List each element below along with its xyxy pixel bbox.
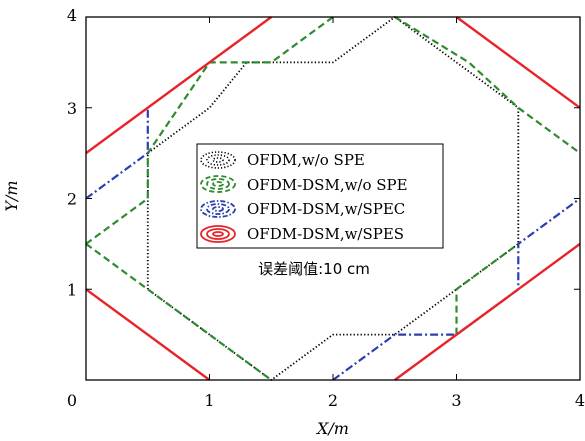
legend-swatch-ofdm-dsm-w-spes: [200, 225, 236, 243]
legend-swatch-ofdm-wo-spe: [200, 151, 236, 169]
threshold-annotation: 误差阈值:10 cm: [258, 260, 370, 278]
legend-label-ofdm-dsm-wo-spe: OFDM-DSM,w/o SPE: [247, 176, 408, 194]
legend-swatch-ofdm-dsm-w-spec: [200, 200, 236, 218]
y-axis-title: Y/m: [2, 180, 21, 211]
series-1-segment-1: [85, 16, 334, 245]
series-3-segment-2: [455, 16, 581, 109]
x-tick-label: 4: [575, 391, 585, 410]
y-tick-label: 4: [67, 6, 77, 25]
series-1-segment-3: [455, 243, 519, 335]
legend-swatch-ofdm-dsm-wo-spe: [200, 175, 236, 193]
x-tick-label: 0: [67, 391, 77, 410]
legend-entry-ofdm-wo-spe: OFDM,w/o SPE: [200, 151, 365, 169]
legend-label-ofdm-dsm-w-spec: OFDM-DSM,w/SPEC: [247, 200, 405, 218]
series-3-segment-1: [85, 16, 273, 155]
legend-box: [196, 143, 444, 249]
y-tick-label: 3: [67, 99, 77, 118]
legend-label-ofdm-wo-spe: OFDM,w/o SPE: [247, 151, 365, 169]
series-1-segment-2: [394, 16, 581, 154]
legend-entry-ofdm-dsm-wo-spe: OFDM-DSM,w/o SPE: [200, 175, 408, 194]
x-tick-label: 1: [204, 391, 214, 410]
ticks-layer: 0 1 2 3 4 1 2 3 4: [67, 6, 585, 410]
series-layer: [85, 16, 581, 381]
y-tick-label: 2: [67, 190, 77, 209]
x-axis-title: X/m: [315, 419, 349, 438]
series-0-segment-0: [146, 16, 520, 381]
series-2-segment-0: [85, 107, 149, 200]
x-tick-label: 3: [451, 391, 461, 410]
y-tick-label: 1: [67, 280, 77, 299]
x-tick-label: 2: [328, 391, 338, 410]
series-3-segment-3: [394, 242, 581, 381]
legend: OFDM,w/o SPE OFDM-DSM,w/o SPE OFDM-DSM,w…: [196, 143, 444, 249]
legend-entry-ofdm-dsm-w-spec: OFDM-DSM,w/SPEC: [200, 200, 405, 218]
series-1-segment-0: [85, 243, 272, 381]
legend-entry-ofdm-dsm-w-spes: OFDM-DSM,w/SPES: [200, 225, 404, 243]
legend-label-ofdm-dsm-w-spes: OFDM-DSM,w/SPES: [247, 225, 404, 243]
series-3-segment-0: [85, 288, 211, 381]
